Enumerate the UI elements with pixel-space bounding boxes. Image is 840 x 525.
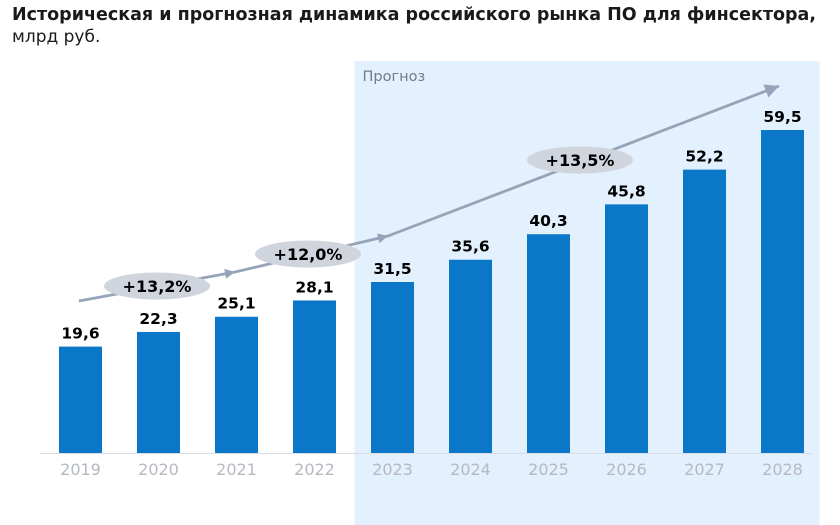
bar [527, 234, 570, 453]
growth-pill [255, 240, 361, 268]
bar [371, 282, 414, 453]
x-tick-label: 2028 [762, 460, 803, 479]
growth-pill [104, 272, 210, 300]
x-tick-label: 2026 [606, 460, 647, 479]
bar-value-label: 31,5 [373, 260, 411, 278]
bar-value-label: 28,1 [295, 278, 333, 296]
x-tick-label: 2023 [372, 460, 413, 479]
bar-value-label: 25,1 [217, 295, 255, 313]
bar [59, 346, 102, 453]
x-tick-label: 2025 [528, 460, 569, 479]
bar-value-label: 19,6 [61, 325, 99, 343]
arrowhead-icon [377, 233, 388, 244]
bar-value-label: 40,3 [529, 212, 567, 230]
arrowhead-icon [763, 84, 779, 98]
bar-value-label: 59,5 [763, 108, 801, 126]
forecast-region [354, 61, 820, 525]
growth-label: +13,5% [546, 151, 615, 170]
x-tick-label: 2019 [60, 460, 101, 479]
bar [761, 130, 804, 453]
growth-label: +12,0% [274, 245, 343, 264]
forecast-label: Прогноз [363, 69, 426, 85]
bar-value-label: 35,6 [451, 238, 489, 256]
x-tick-label: 2020 [138, 460, 179, 479]
chart-title: Историческая и прогнозная динамика росси… [12, 5, 816, 25]
bar-value-label: 45,8 [607, 182, 645, 200]
bar [449, 259, 492, 453]
chart-subtitle: млрд руб. [12, 27, 101, 47]
bar-value-label: 52,2 [685, 148, 723, 166]
x-tick-label: 2021 [216, 460, 257, 479]
x-tick-label: 2024 [450, 460, 491, 479]
bar [293, 300, 336, 453]
bar [215, 316, 258, 453]
growth-label: +13,2% [123, 277, 192, 296]
bar [605, 204, 648, 453]
bar [683, 169, 726, 453]
bar-value-label: 22,3 [139, 310, 177, 328]
bar [137, 331, 180, 453]
growth-pill [527, 146, 633, 174]
arrowhead-icon [224, 268, 235, 279]
x-tick-label: 2022 [294, 460, 335, 479]
x-tick-label: 2027 [684, 460, 725, 479]
